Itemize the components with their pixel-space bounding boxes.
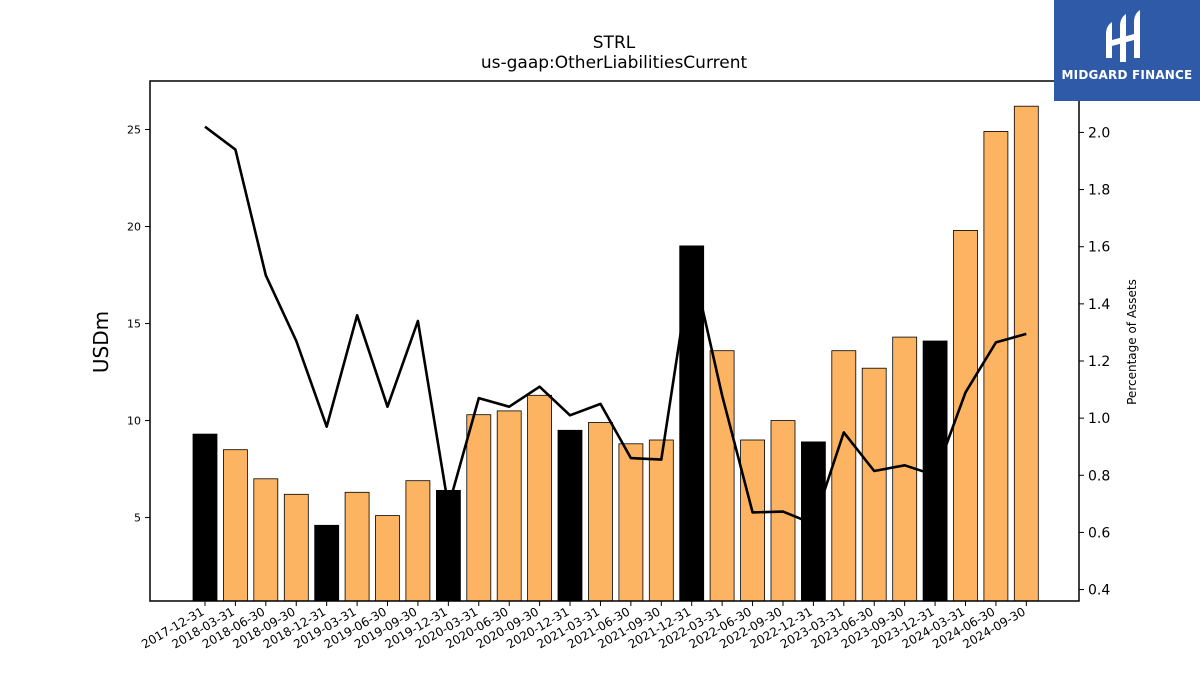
- bar: [192, 433, 218, 602]
- bar: [375, 515, 400, 602]
- y2-tick-label: 1.6: [1088, 240, 1110, 256]
- bar: [618, 443, 644, 602]
- logo-mark-icon: [1106, 10, 1140, 62]
- plot-frame: [149, 80, 1080, 602]
- bar: [983, 130, 1009, 602]
- bar: [527, 394, 552, 602]
- bar: [648, 439, 674, 602]
- bar: [344, 491, 370, 602]
- bar: [709, 350, 735, 602]
- bar: [466, 414, 492, 602]
- line-group: [204, 125, 1027, 526]
- bar: [283, 493, 309, 602]
- bar: [557, 429, 583, 602]
- logo-text: MIDGARD FINANCE: [1061, 68, 1193, 82]
- line-series: [204, 125, 1027, 526]
- y-tick-label: 15: [127, 318, 141, 331]
- y-axis-label: USDm: [89, 311, 113, 373]
- y-axis-left: 5 10 15 20 25: [127, 124, 150, 525]
- y2-tick-label: 0.6: [1088, 525, 1110, 541]
- y2-tick-label: 0.8: [1088, 468, 1110, 484]
- y2-tick-label: 1.4: [1088, 297, 1110, 313]
- bar: [588, 422, 613, 602]
- y-tick-label: 10: [127, 415, 141, 428]
- brand-logo: MIDGARD FINANCE: [1054, 0, 1200, 101]
- bar: [405, 480, 431, 602]
- chart-title: STRL: [593, 33, 636, 53]
- y2-tick-label: 2.0: [1088, 125, 1110, 141]
- bar: [253, 478, 279, 602]
- bar: [831, 350, 857, 602]
- x-axis: 2017-12-312018-03-312018-06-302018-09-30…: [139, 601, 1028, 651]
- bar: [222, 449, 248, 602]
- bar: [435, 489, 461, 602]
- bar: [314, 524, 340, 602]
- y2-tick-label: 1.0: [1088, 411, 1110, 427]
- y2-tick-label: 1.8: [1088, 183, 1110, 199]
- bar: [1013, 105, 1039, 602]
- y-tick-label: 25: [127, 124, 141, 137]
- bar: [496, 410, 522, 602]
- y2-axis-label: Percentage of Assets: [1125, 279, 1139, 405]
- bar: [861, 367, 887, 602]
- y-tick-label: 20: [127, 221, 141, 234]
- chart-subtitle: us-gaap:OtherLiabilitiesCurrent: [481, 53, 748, 73]
- bar: [740, 439, 765, 602]
- bar: [922, 340, 948, 602]
- bar: [953, 229, 978, 602]
- bars-group: [192, 105, 1039, 602]
- y2-tick-label: 0.4: [1088, 583, 1110, 599]
- y2-tick-label: 1.2: [1088, 354, 1110, 370]
- y-axis-right: 0.4 0.6 0.8 1.0 1.2 1.4 1.6 1.8 2.0: [1079, 125, 1110, 599]
- y-tick-label: 5: [134, 512, 141, 525]
